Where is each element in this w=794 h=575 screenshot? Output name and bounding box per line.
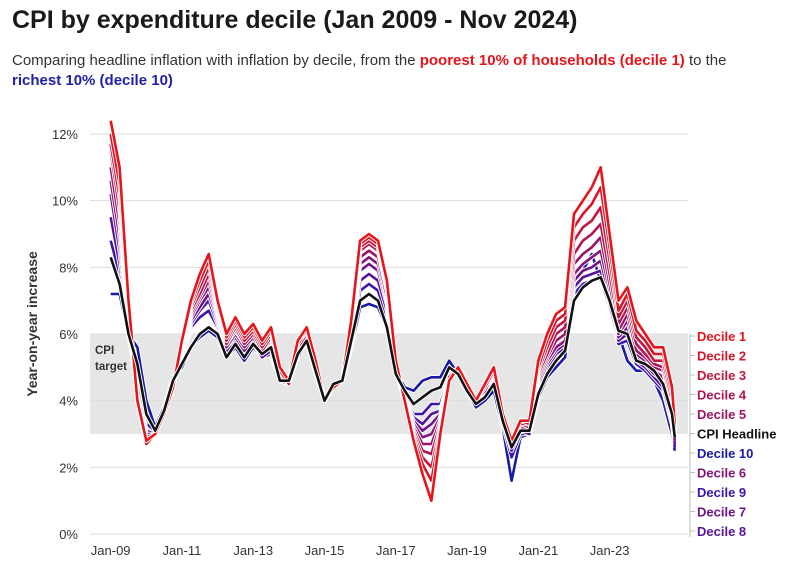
x-tick-label: Jan-17 — [376, 543, 416, 558]
chart-subtitle: Comparing headline inflation with inflat… — [12, 51, 772, 91]
legend-entry: Decile 8 — [697, 524, 746, 539]
x-tick-label: Jan-09 — [91, 543, 131, 558]
series-line-layer — [108, 120, 678, 503]
x-tick-label: Jan-23 — [590, 543, 630, 558]
series-line — [109, 256, 677, 449]
legend-entry: Decile 3 — [697, 368, 746, 383]
series-line — [109, 120, 677, 503]
y-tick-label: 4% — [59, 394, 78, 409]
y-tick-label: 10% — [52, 194, 78, 209]
legend-entry: Decile 4 — [697, 388, 747, 403]
target-band-label-line1: CPI — [95, 345, 114, 357]
x-tick-label: Jan-11 — [163, 543, 202, 558]
x-tick-label: Jan-13 — [233, 543, 273, 558]
y-tick-label: 8% — [59, 260, 78, 275]
y-axis-label: Year-on-year increase — [24, 251, 40, 397]
y-tick-label: 2% — [59, 460, 78, 475]
y-tick-layer: 0% 2% 4% 6% 8% 10% 12% — [52, 127, 78, 542]
legend-entry: Decile 5 — [697, 407, 746, 422]
subtitle-richest: richest 10% (decile 10) — [12, 72, 173, 89]
legend-entry: Decile 2 — [697, 349, 746, 364]
y-tick-label: 12% — [52, 127, 78, 142]
subtitle-text-b: to the — [684, 52, 727, 69]
legend-entry: Decile 10 — [697, 446, 753, 461]
chart-title: CPI by expenditure decile (Jan 2009 - No… — [12, 6, 578, 34]
x-tick-label: Jan-21 — [518, 543, 558, 558]
y-tick-label: 6% — [59, 327, 78, 342]
target-band-label-line2: target — [95, 361, 127, 373]
x-tick-layer: Jan-09 Jan-11 Jan-13 Jan-15 Jan-17 Jan-19 Jan-… — [91, 543, 630, 558]
x-tick-label: Jan-15 — [305, 543, 345, 558]
legend-entry: Decile 7 — [697, 505, 746, 520]
legend-entry: Decile 6 — [697, 466, 746, 481]
legend-entry: CPI Headline — [697, 427, 776, 442]
legend-layer: Decile 1 Decile 2 Decile 3 Decile 4 Decile 5… — [689, 329, 776, 539]
subtitle-text-a: Comparing headline inflation with inflat… — [12, 52, 420, 69]
x-tick-label: Jan-19 — [447, 543, 487, 558]
y-tick-label: 0% — [59, 527, 78, 542]
legend-entry: Decile 1 — [697, 329, 746, 344]
legend-entry: Decile 9 — [697, 485, 746, 500]
subtitle-poorest: poorest 10% of households (decile 1) — [419, 52, 685, 69]
